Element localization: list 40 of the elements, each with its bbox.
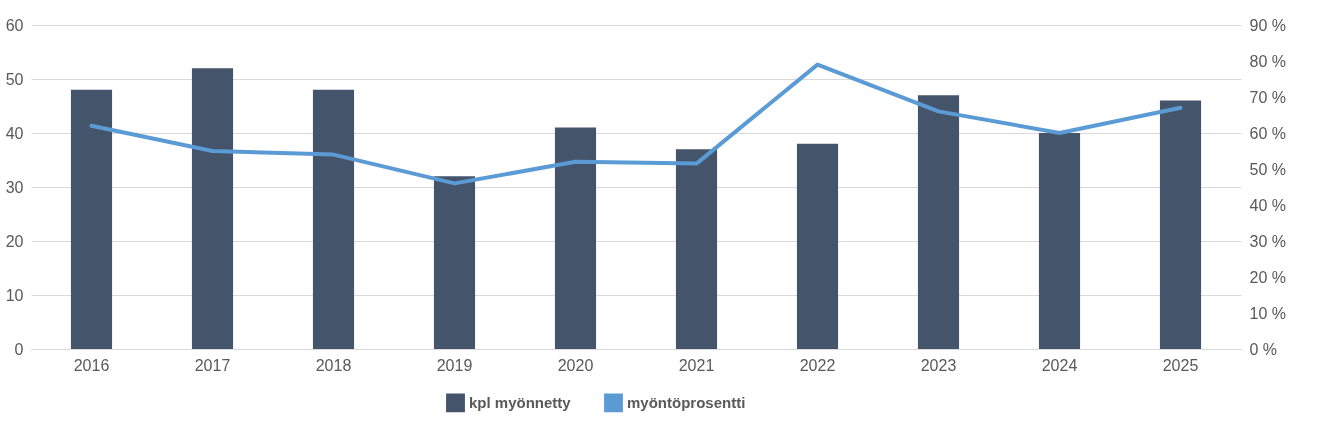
legend-label: myöntöprosentti (627, 393, 746, 411)
x-tick-label: 2021 (678, 356, 715, 374)
bar (1038, 133, 1081, 349)
y-tick-label: 50 (5, 70, 24, 88)
y-tick-label: 60 (5, 16, 24, 34)
y-tick-label: 40 (5, 124, 24, 142)
y2-tick-label: 70 % (1249, 88, 1286, 106)
bar (191, 68, 234, 349)
y2-tick-label: 90 % (1249, 16, 1286, 34)
x-tick-label: 2018 (315, 356, 352, 374)
bar (554, 127, 597, 349)
y2-tick-label: 20 % (1249, 268, 1286, 286)
bar (917, 95, 960, 349)
y2-tick-label: 60 % (1249, 124, 1286, 142)
x-tick-label: 2023 (920, 356, 957, 374)
x-tick-label: 2022 (799, 356, 836, 374)
y2-tick-label: 10 % (1249, 304, 1286, 322)
y-tick-label: 30 (5, 178, 24, 196)
y2-tick-label: 80 % (1249, 52, 1286, 70)
legend-label: kpl myönnetty (469, 393, 572, 411)
x-tick-label: 2020 (557, 356, 594, 374)
bar (312, 89, 355, 349)
y2-tick-label: 0 % (1249, 340, 1278, 358)
y-tick-label: 20 (5, 232, 24, 250)
line-series (89, 62, 1183, 186)
y2-tick-label: 50 % (1249, 160, 1286, 178)
bar (1159, 100, 1202, 349)
y-tick-label: 0 (14, 340, 24, 358)
x-tick-label: 2017 (194, 356, 231, 374)
x-tick-label: 2025 (1162, 356, 1199, 374)
x-tick-label: 2019 (436, 356, 473, 374)
y-tick-label: 10 (5, 286, 24, 304)
x-tick-label: 2024 (1041, 356, 1078, 374)
bar (675, 149, 718, 349)
bar (70, 89, 113, 349)
y2-tick-label: 30 % (1249, 232, 1286, 250)
bar (796, 143, 839, 349)
x-tick-label: 2016 (73, 356, 110, 374)
y2-tick-label: 40 % (1249, 196, 1286, 214)
bar (433, 176, 476, 349)
